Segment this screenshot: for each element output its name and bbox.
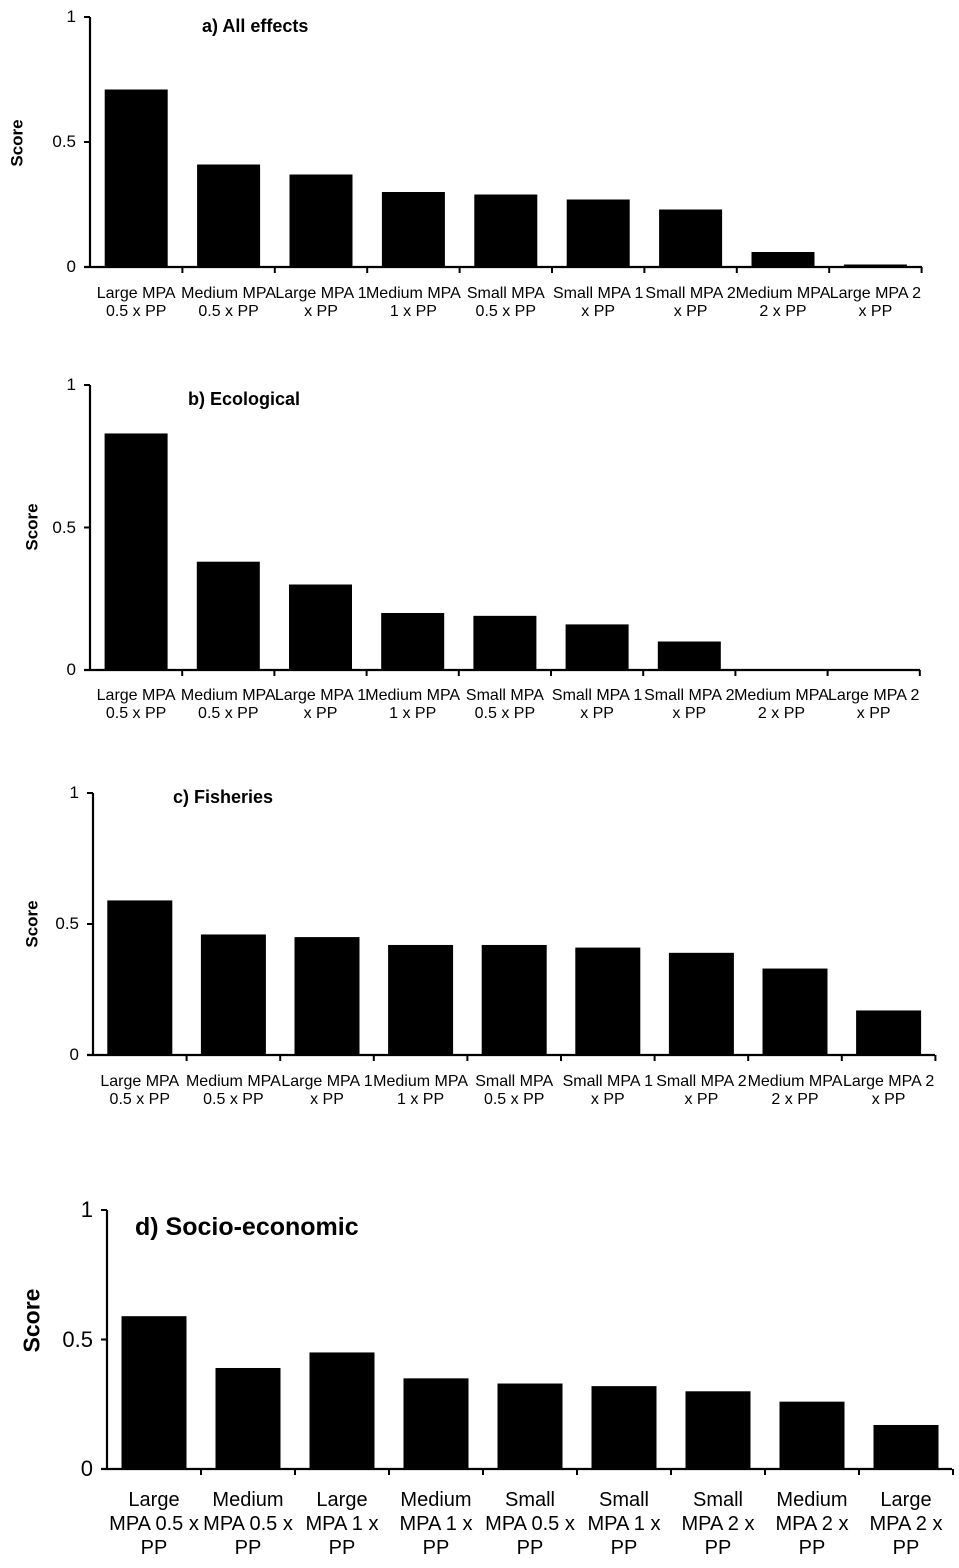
x-tick-label: Medium MPA 0.5 x PP — [181, 285, 277, 320]
x-tick-label: Small MPA 2 x PP — [645, 285, 736, 320]
x-tick-label: Small MPA 1 x PP — [552, 285, 644, 320]
bar — [309, 1352, 375, 1469]
x-tick-label: Medium MPA 2 x PP — [734, 687, 829, 722]
bar — [762, 968, 828, 1055]
bar — [856, 1010, 922, 1055]
x-tick-label: Large MPA 0.5 x PP — [96, 687, 176, 722]
x-tick-label: Small MPA 2 x PP — [656, 1073, 747, 1108]
x-tick-label: Small MPA 2 x PP — [681, 1489, 755, 1559]
bar — [657, 641, 721, 670]
bar — [121, 1316, 187, 1469]
y-tick-label: 1 — [80, 1197, 93, 1222]
bar — [200, 934, 266, 1055]
bar — [685, 1391, 751, 1469]
chart-title: d) Socio-economic — [135, 1213, 359, 1241]
bar — [566, 199, 630, 267]
y-tick-label: 1 — [66, 7, 76, 26]
bar — [474, 194, 538, 267]
y-tick-label: 1 — [69, 783, 79, 802]
x-tick-label: Medium MPA 1 x PP — [365, 285, 461, 320]
bar — [196, 561, 260, 670]
y-tick-label: 1 — [66, 375, 76, 394]
bar — [591, 1386, 657, 1469]
bar-chart-svg — [87, 792, 937, 1061]
bar — [668, 952, 734, 1055]
bar — [565, 624, 629, 670]
bar-chart-svg — [84, 384, 921, 676]
bar — [215, 1367, 281, 1469]
x-tick-label: Small MPA 0.5 x PP — [465, 687, 544, 722]
bar — [403, 1378, 469, 1469]
x-tick-label: Large MPA 1 x PP — [305, 1489, 379, 1559]
y-tick-label: 0 — [80, 1456, 93, 1481]
x-tick-label: Small MPA 1 x PP — [587, 1489, 661, 1559]
x-tick-label: Small MPA 2 x PP — [644, 687, 735, 722]
x-tick-label: Medium MPA 1 x PP — [373, 1073, 469, 1108]
bar — [843, 264, 907, 267]
bar — [107, 900, 173, 1055]
x-tick-label: Large MPA 2 x PP — [842, 1073, 935, 1108]
x-tick-label: Medium MPA 2 x PP — [775, 1489, 849, 1559]
y-tick-label: 0 — [66, 660, 76, 679]
bar-chart-svg — [84, 16, 923, 273]
chart-title: b) Ecological — [188, 389, 301, 409]
bar — [481, 944, 547, 1055]
bar — [659, 209, 723, 267]
x-tick-label: Large MPA 2 x PP — [869, 1489, 943, 1559]
y-tick-label: 0.5 — [52, 132, 76, 151]
bar — [381, 192, 445, 267]
chart-title: a) All effects — [202, 16, 309, 36]
y-tick-label: 0.5 — [55, 914, 79, 933]
x-tick-label: Large MPA 0.5 x PP — [109, 1489, 199, 1559]
bar — [473, 615, 537, 670]
y-axis-title: Score — [7, 119, 27, 167]
x-tick-label: Small MPA 1 x PP — [562, 1073, 653, 1108]
bar — [497, 1383, 563, 1469]
x-tick-label: Large MPA 0.5 x PP — [100, 1073, 180, 1108]
bar — [381, 613, 445, 670]
chart-title: c) Fisheries — [173, 787, 274, 807]
x-tick-label: Medium MPA 0.5 x PP — [185, 1073, 281, 1108]
x-tick-label: Large MPA 0.5 x PP — [96, 285, 176, 320]
bar — [294, 937, 360, 1055]
x-tick-label: Medium MPA 2 x PP — [747, 1073, 843, 1108]
y-axis-title: Score — [22, 900, 42, 948]
y-tick-label: 0 — [69, 1045, 79, 1064]
x-tick-label: Medium MPA 1 x PP — [399, 1489, 473, 1559]
x-tick-label: Medium MPA 0.5 x PP — [180, 687, 276, 722]
bar — [104, 433, 168, 670]
x-tick-label: Small MPA 0.5 x PP — [485, 1489, 575, 1559]
x-tick-label: Large MPA 2 x PP — [828, 687, 920, 722]
bar — [197, 164, 261, 267]
bar — [388, 944, 454, 1055]
x-tick-label: Large MPA 1 x PP — [274, 687, 367, 722]
bar — [104, 89, 168, 267]
x-tick-label: Large MPA 1 x PP — [281, 1073, 373, 1108]
x-tick-label: Large MPA 1 x PP — [275, 285, 367, 320]
bar — [779, 1401, 845, 1469]
bar — [289, 174, 353, 267]
x-tick-label: Medium MPA 0.5 x PP — [203, 1489, 293, 1559]
x-tick-label: Medium MPA 2 x PP — [735, 285, 831, 320]
bar-chart-svg — [101, 1209, 954, 1475]
y-tick-label: 0.5 — [62, 1326, 93, 1352]
x-tick-label: Small MPA 1 x PP — [551, 687, 643, 722]
x-tick-label: Large MPA 2 x PP — [829, 285, 922, 320]
x-tick-label: Small MPA 0.5 x PP — [475, 1073, 554, 1108]
y-tick-label: 0 — [66, 257, 76, 276]
bar — [873, 1424, 939, 1469]
y-axis-title: Score — [18, 1288, 45, 1352]
bar — [575, 947, 641, 1055]
x-tick-label: Medium MPA 1 x PP — [365, 687, 461, 722]
bar — [289, 584, 352, 670]
y-axis-title: Score — [22, 503, 42, 551]
bar — [751, 252, 815, 267]
y-tick-label: 0.5 — [52, 517, 76, 537]
x-tick-label: Small MPA 0.5 x PP — [466, 285, 545, 320]
